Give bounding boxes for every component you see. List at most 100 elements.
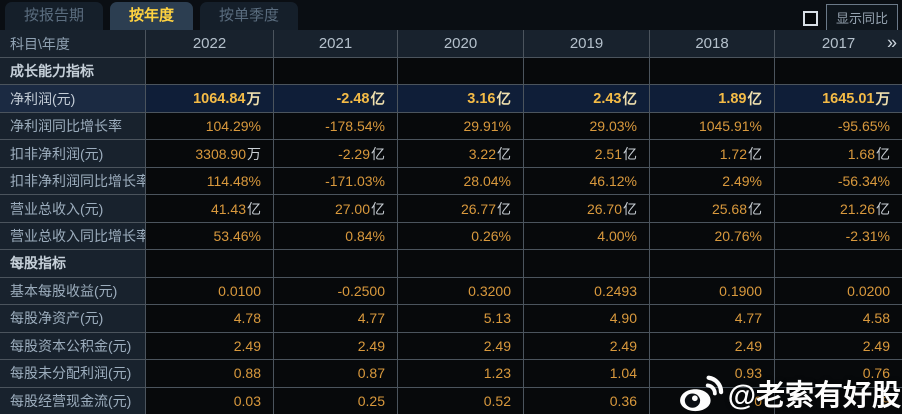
cell-value: 0 — [754, 392, 762, 409]
cell-value: 25.68 — [711, 200, 747, 217]
cell-value: 114.48% — [206, 173, 261, 190]
cell-value: 53.46% — [213, 227, 261, 244]
cell-unit: 亿 — [370, 92, 386, 109]
data-cell: 41.43 亿 — [146, 195, 273, 222]
cell-value: 2.51 — [594, 145, 622, 162]
cell-value: 1.89 — [718, 90, 747, 107]
cell-unit: 亿 — [622, 92, 638, 109]
data-cell: 4.90 — [524, 305, 649, 332]
data-cell: 1.68 亿 — [775, 140, 902, 167]
data-cell: 0.26% — [398, 222, 523, 250]
data-cell: 0.25 — [274, 387, 397, 414]
cell-unit: 亿 — [497, 145, 511, 162]
cell-value: 9 — [882, 392, 890, 409]
data-cell: 27.00 亿 — [274, 195, 397, 222]
cell-value: -2.48 — [336, 90, 370, 107]
show-yoy-checkbox[interactable] — [802, 10, 818, 26]
data-cell: 104.29% — [146, 112, 273, 140]
data-cell: 4.77 — [650, 305, 774, 332]
cell-unit: 亿 — [247, 200, 261, 217]
data-cell: 2.49 — [146, 332, 273, 360]
data-cell: 28.04% — [398, 167, 523, 195]
data-cell: 1045.91% — [650, 112, 774, 140]
row-label: 每股净资产(元) — [0, 305, 145, 332]
data-cell: 4.58 — [775, 305, 902, 332]
cell-value: 0.0200 — [847, 282, 890, 299]
data-cell: 53.46% — [146, 222, 273, 250]
data-cell: 1064.84 万 — [146, 85, 273, 112]
data-cell: -2.31% — [775, 222, 902, 250]
cell-value: 2.43 — [593, 90, 622, 107]
financial-table: 科目\年度 2022 2021 2020 2019 2018 2017 » 成长能力指标 净利润(… — [0, 30, 902, 414]
data-cell: 1.04 — [524, 360, 649, 387]
data-cell: 25.68 亿 — [650, 195, 774, 222]
cell-value: 0.52 — [483, 392, 511, 409]
tab-by-year[interactable]: 按年度 — [110, 2, 194, 30]
cell-value: 1.04 — [609, 365, 637, 382]
cell-unit: 亿 — [623, 145, 637, 162]
cell-value: 1045.91% — [698, 118, 762, 135]
year-header-2017: 2017 » — [775, 30, 902, 57]
cell-unit: 万 — [247, 145, 261, 162]
year-header-2020: 2020 — [398, 30, 523, 57]
tab-by-quarter[interactable]: 按单季度 — [200, 2, 299, 30]
data-cell: 5.13 — [398, 305, 523, 332]
cell-unit: 亿 — [496, 92, 512, 109]
more-years-icon[interactable]: » — [886, 32, 897, 53]
cell-value: 4.58 — [862, 310, 890, 327]
data-cell: 4.78 — [146, 305, 273, 332]
data-cell: 0.93 — [650, 360, 774, 387]
data-cell: 20.76% — [650, 222, 774, 250]
cell-unit: 亿 — [371, 200, 385, 217]
cell-value: 4.00% — [597, 227, 637, 244]
tab-by-report-period[interactable]: 按报告期 — [5, 2, 104, 30]
data-cell: -56.34% — [775, 167, 902, 195]
show-yoy-label[interactable]: 显示同比 — [825, 4, 898, 32]
section-row-label: 成长能力指标 — [0, 58, 145, 85]
data-cell: 2.49 — [398, 332, 523, 360]
empty-cell — [398, 58, 523, 85]
data-cell: 21.26 亿 — [775, 195, 902, 222]
cell-value: 0.26% — [471, 227, 511, 244]
data-cell: 4.77 — [274, 305, 397, 332]
cell-value: 2.49 — [483, 337, 511, 354]
cell-value: 104.29% — [205, 118, 261, 135]
data-cell: 9 — [775, 387, 902, 414]
empty-cell — [524, 58, 649, 85]
empty-cell — [775, 250, 902, 277]
cell-value: 2.49 — [862, 337, 890, 354]
cell-value: 27.00 — [334, 200, 370, 217]
row-label: 扣非净利润同比增长率 — [0, 167, 145, 195]
year-label: 2022 — [192, 35, 227, 52]
cell-unit: 亿 — [497, 200, 511, 217]
cell-value: -178.54% — [325, 118, 385, 135]
data-cell: 29.91% — [398, 112, 523, 140]
cell-value: 0.88 — [233, 365, 261, 382]
cell-value: 0.2493 — [594, 282, 637, 299]
cell-value: 0.3200 — [468, 282, 511, 299]
data-cell: 1.89 亿 — [650, 85, 774, 112]
empty-cell — [146, 58, 273, 85]
cell-value: 4.78 — [233, 310, 261, 327]
year-header-2022: 2022 — [146, 30, 273, 57]
cell-value: 28.04% — [463, 173, 511, 190]
cell-unit: 亿 — [371, 145, 385, 162]
cell-value: 0.0100 — [218, 282, 261, 299]
cell-value: 26.77 — [460, 200, 496, 217]
data-cell: 0.36 — [524, 387, 649, 414]
row-label: 扣非净利润(元) — [0, 140, 145, 167]
data-cell: -178.54% — [274, 112, 397, 140]
cell-value: 0.76 — [862, 365, 890, 382]
cell-value: 26.70 — [586, 200, 622, 217]
data-cell: 0.88 — [146, 360, 273, 387]
cell-value: 5.13 — [483, 310, 511, 327]
empty-cell — [274, 250, 397, 277]
data-cell: 1.23 — [398, 360, 523, 387]
data-cell: 0.03 — [146, 387, 273, 414]
cell-value: 46.12% — [589, 173, 637, 190]
data-cell: 2.49 — [274, 332, 397, 360]
row-label: 营业总收入同比增长率 — [0, 222, 145, 250]
cell-value: 0.25 — [357, 392, 385, 409]
data-cell: 1645.01 万 — [775, 85, 902, 112]
